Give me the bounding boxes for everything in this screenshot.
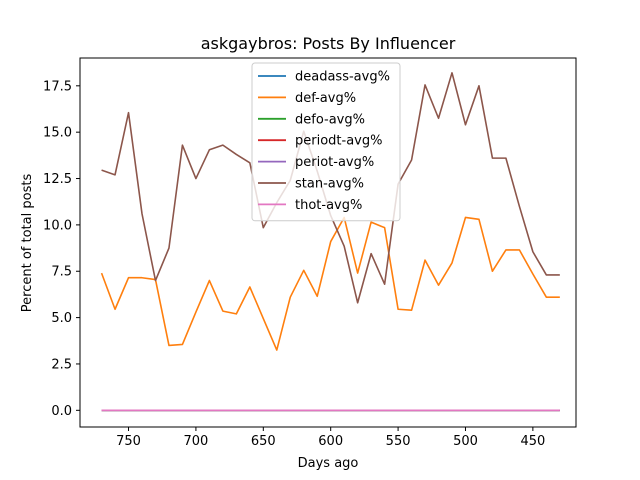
legend-label: stan-avg% bbox=[295, 177, 364, 192]
legend: deadass-avg% def-avg% defo-avg% periodt-avg… bbox=[251, 62, 401, 222]
y-tick-label: 2.5 bbox=[51, 357, 72, 372]
chart-title: askgaybros: Posts By Influencer bbox=[201, 34, 456, 53]
series-lines bbox=[100, 72, 560, 412]
legend-label: defo-avg% bbox=[295, 112, 365, 127]
axis-ticks: 750 700 650 600 550 500 450 0.0 2.5 5.0 7.5 10.0 12.… bbox=[43, 79, 545, 449]
x-axis-label: Days ago bbox=[298, 456, 359, 471]
y-tick-label: 10.0 bbox=[43, 218, 72, 233]
plot-border bbox=[79, 57, 577, 428]
x-tick-label: 600 bbox=[318, 434, 343, 449]
y-axis-label: Percent of total posts bbox=[20, 174, 35, 313]
y-tick-label: 5.0 bbox=[51, 311, 72, 326]
series-line-def-avg bbox=[100, 216, 560, 351]
x-tick-label: 750 bbox=[116, 434, 141, 449]
y-tick-label: 7.5 bbox=[51, 265, 72, 280]
y-tick-label: 17.5 bbox=[43, 79, 72, 94]
legend-label: deadass-avg% bbox=[295, 70, 390, 85]
y-tick-label: 15.0 bbox=[43, 126, 72, 141]
y-tick-label: 0.0 bbox=[51, 404, 72, 419]
x-tick-label: 450 bbox=[520, 434, 545, 449]
legend-label: thot-avg% bbox=[295, 198, 362, 213]
legend-label: periodt-avg% bbox=[295, 134, 382, 149]
x-tick-label: 500 bbox=[453, 434, 478, 449]
x-tick-label: 550 bbox=[386, 434, 411, 449]
legend-label: def-avg% bbox=[295, 91, 356, 106]
x-tick-label: 650 bbox=[251, 434, 276, 449]
legend-box bbox=[251, 62, 401, 222]
y-tick-label: 12.5 bbox=[43, 172, 72, 187]
legend-label: periot-avg% bbox=[295, 155, 374, 170]
x-tick-label: 700 bbox=[183, 434, 208, 449]
